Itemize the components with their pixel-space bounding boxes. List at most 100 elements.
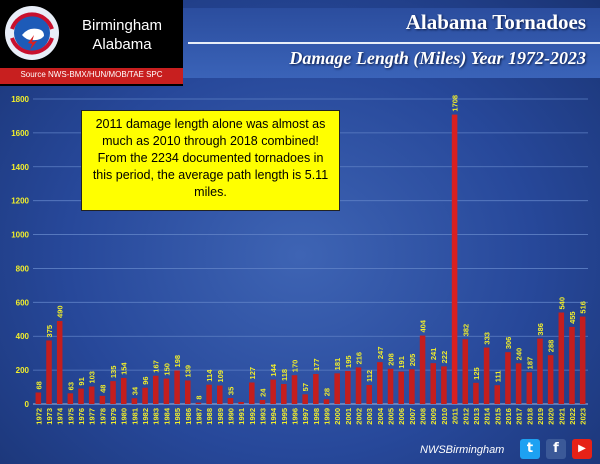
- bar-value-label: 135: [109, 366, 118, 379]
- bar: [46, 340, 52, 404]
- bar: [78, 388, 84, 404]
- bar: [334, 373, 340, 404]
- bar-value-label: 177: [312, 358, 321, 371]
- bar-value-label: 8: [194, 395, 203, 399]
- bar-value-label: 540: [557, 297, 566, 310]
- bar: [163, 378, 170, 404]
- annotation-callout: 2011 damage length alone was almost as m…: [81, 110, 340, 211]
- bar: [323, 399, 330, 404]
- x-tick-label: 2006: [397, 408, 406, 425]
- brand-state: Alabama: [92, 36, 152, 53]
- y-tick-label: 200: [16, 366, 30, 375]
- x-tick-label: 2002: [355, 408, 364, 425]
- bar: [366, 385, 372, 404]
- y-tick-label: 1800: [11, 95, 29, 104]
- x-tick-label: 1989: [216, 408, 225, 425]
- x-tick-label: 2014: [483, 407, 492, 425]
- x-tick-label: 1981: [130, 408, 139, 425]
- social-handle: NWSBirmingham: [420, 444, 505, 456]
- x-tick-label: 1985: [173, 408, 182, 425]
- bar-value-label: 288: [547, 340, 556, 353]
- bar-value-label: 125: [472, 367, 481, 380]
- bar: [249, 382, 255, 404]
- bar: [569, 326, 575, 404]
- bar: [291, 375, 298, 404]
- brand-city: Birmingham: [81, 17, 163, 34]
- x-tick-label: 1995: [280, 408, 289, 425]
- x-tick-label: 1972: [34, 408, 43, 425]
- bar: [195, 402, 202, 404]
- bar: [206, 384, 212, 404]
- bar-value-label: 150: [162, 363, 171, 376]
- x-tick-label: 1996: [290, 408, 299, 425]
- bar-value-label: 111: [493, 371, 502, 383]
- bar-value-label: 216: [355, 352, 364, 365]
- y-tick-label: 1600: [11, 129, 29, 138]
- chart-subtitle: Damage Length (Miles) Year 1972-2023: [289, 48, 586, 68]
- x-tick-label: 2001: [344, 408, 353, 425]
- bar: [473, 382, 479, 404]
- source-text: Source NWS-BMX/HUN/MOB/TAE SPC: [20, 70, 163, 79]
- x-tick-label: 1978: [98, 408, 107, 425]
- bar-value-label: 455: [568, 311, 577, 324]
- bar: [131, 398, 138, 404]
- x-tick-label: 1988: [205, 408, 214, 425]
- bar-value-label: 144: [269, 363, 278, 376]
- bar-value-label: 241: [429, 348, 438, 361]
- bar: [579, 316, 586, 404]
- bar-value-label: 109: [216, 370, 225, 383]
- bar-value-label: 154: [120, 362, 129, 375]
- bar-value-label: 127: [248, 367, 257, 380]
- y-tick-label: 0: [25, 400, 30, 409]
- x-tick-label: 2010: [440, 408, 449, 425]
- bar: [35, 392, 42, 404]
- x-tick-label: 1974: [56, 407, 65, 425]
- youtube-icon[interactable]: ▶: [572, 439, 592, 459]
- bar: [120, 377, 127, 404]
- bar-value-label: 187: [525, 357, 534, 370]
- bar: [110, 381, 116, 404]
- y-tick-label: 1200: [11, 197, 29, 206]
- source-bar: [0, 68, 183, 84]
- x-tick-label: 2013: [472, 408, 481, 425]
- bar: [227, 398, 234, 404]
- twitter-icon[interactable]: t: [520, 439, 540, 459]
- bar: [515, 363, 522, 404]
- bar-value-label: 208: [387, 353, 396, 366]
- nws-seal-logo: [5, 6, 59, 60]
- bar: [387, 368, 394, 404]
- x-tick-label: 1999: [323, 408, 332, 425]
- x-tick-label: 1982: [141, 408, 150, 425]
- x-tick-label: 1987: [194, 408, 203, 425]
- bar: [355, 367, 362, 404]
- x-tick-label: 1983: [152, 408, 161, 425]
- bar: [483, 347, 490, 404]
- bar-value-label: 247: [376, 347, 385, 360]
- bar-value-label: 34: [130, 386, 139, 395]
- bar-value-label: 170: [290, 360, 299, 373]
- bar-value-label: 516: [579, 301, 588, 314]
- bar-value-label: 57: [301, 383, 310, 391]
- x-tick-label: 1976: [77, 408, 86, 425]
- x-tick-label: 1979: [109, 408, 118, 425]
- bar: [398, 371, 404, 404]
- bar: [88, 386, 95, 404]
- x-tick-label: 2020: [547, 408, 556, 425]
- bar-value-label: 103: [88, 371, 97, 384]
- x-tick-label: 2007: [408, 408, 417, 425]
- bar: [217, 385, 223, 404]
- bar-value-label: 1708: [451, 95, 460, 112]
- bar: [377, 362, 383, 404]
- x-tick-label: 1973: [45, 408, 54, 425]
- x-tick-label: 2003: [365, 408, 374, 425]
- bar-value-label: 112: [365, 370, 374, 382]
- x-tick-label: 2008: [419, 408, 428, 425]
- facebook-icon[interactable]: f: [546, 439, 566, 459]
- x-tick-label: 1998: [312, 408, 321, 425]
- bar: [345, 370, 351, 404]
- bar: [430, 363, 437, 404]
- bar-value-label: 404: [419, 319, 428, 332]
- y-tick-label: 800: [16, 264, 30, 273]
- x-tick-label: 2015: [493, 408, 502, 425]
- bar: [526, 372, 533, 404]
